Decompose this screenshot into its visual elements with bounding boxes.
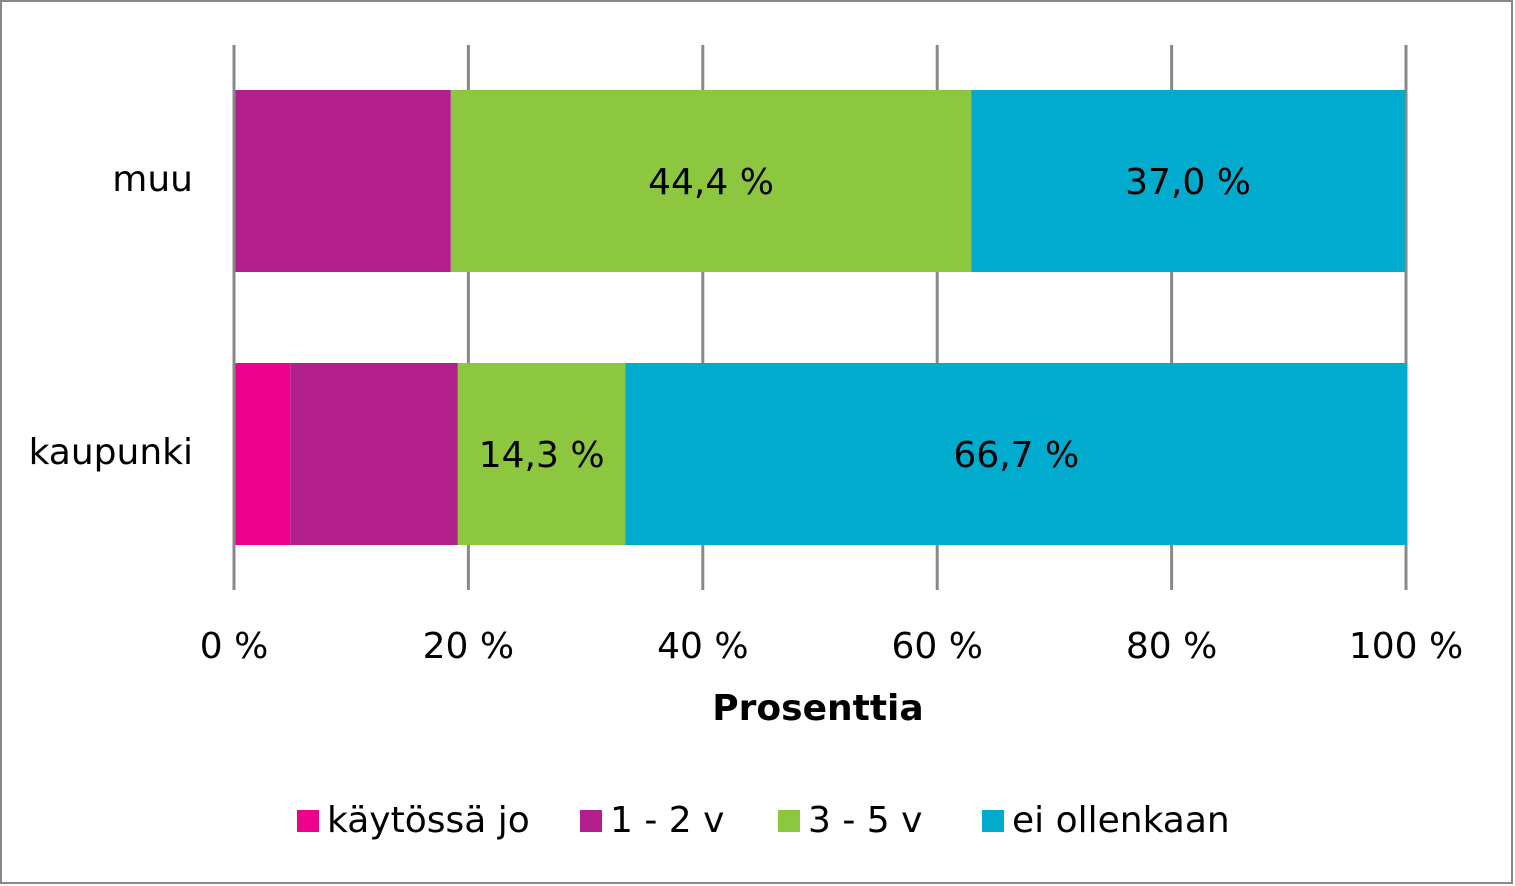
x-tick-label: 20 % — [423, 626, 514, 667]
legend-swatch — [778, 810, 800, 832]
data-label: 37,0 % — [1125, 162, 1251, 203]
x-tick-label: 60 % — [891, 626, 982, 667]
legend-label: käytössä jo — [327, 800, 530, 841]
bar-segment — [457, 363, 626, 545]
bar-segment — [450, 90, 972, 272]
y-tick-label: muu — [112, 159, 193, 200]
data-label: 14,3 % — [479, 435, 605, 476]
x-axis-title: Prosenttia — [712, 688, 923, 729]
legend-label: ei ollenkaan — [1012, 800, 1230, 841]
legend-swatch — [297, 810, 319, 832]
legend-label: 1 - 2 v — [610, 800, 724, 841]
x-tick-label: 100 % — [1349, 626, 1463, 667]
y-tick-label: kaupunki — [29, 432, 193, 473]
bar-segment — [234, 363, 291, 545]
bar-segment — [625, 363, 1408, 545]
data-label: 44,4 % — [648, 162, 774, 203]
bar-segment — [290, 363, 458, 545]
bar-segment — [971, 90, 1405, 272]
legend-swatch — [580, 810, 602, 832]
x-tick-label: 40 % — [657, 626, 748, 667]
legend-swatch — [982, 810, 1004, 832]
x-tick-label: 80 % — [1126, 626, 1217, 667]
x-tick-label: 0 % — [200, 626, 269, 667]
data-label: 66,7 % — [953, 435, 1079, 476]
legend-label: 3 - 5 v — [808, 800, 922, 841]
bar-segment — [234, 90, 451, 272]
